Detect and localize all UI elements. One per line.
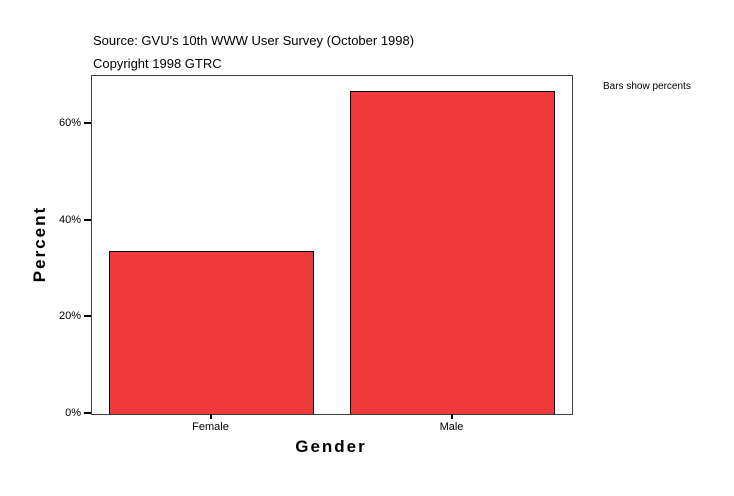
- bar-male: [350, 91, 555, 414]
- copyright-text: Copyright 1998 GTRC: [93, 56, 222, 71]
- x-tick-label-male: Male: [439, 421, 464, 433]
- x-tick-label-female: Female: [192, 421, 229, 433]
- y-tick-mark-60: [84, 122, 91, 125]
- y-tick-label-60: 60%: [58, 117, 81, 130]
- bars-show-percents-note: Bars show percents: [603, 81, 691, 92]
- plot-area: [91, 75, 573, 415]
- bar-female: [109, 251, 314, 414]
- y-tick-mark-20: [84, 315, 91, 318]
- x-tick-mark-female: [209, 414, 212, 419]
- x-axis-title: Gender: [295, 437, 367, 456]
- x-tick-mark-male: [450, 414, 453, 419]
- y-axis-ticks: 0% 20% 40% 60%: [0, 75, 91, 419]
- source-text: Source: GVU's 10th WWW User Survey (Octo…: [93, 33, 415, 48]
- y-tick-label-0: 0%: [65, 407, 81, 419]
- y-tick-mark-40: [84, 218, 91, 221]
- y-tick-label-20: 20%: [58, 310, 81, 323]
- y-tick-label-40: 40%: [58, 213, 81, 226]
- y-tick-mark-0: [84, 412, 91, 414]
- x-axis-ticks: Female Male: [91, 414, 571, 444]
